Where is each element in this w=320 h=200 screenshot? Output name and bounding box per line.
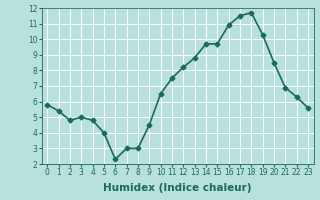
- X-axis label: Humidex (Indice chaleur): Humidex (Indice chaleur): [103, 183, 252, 193]
